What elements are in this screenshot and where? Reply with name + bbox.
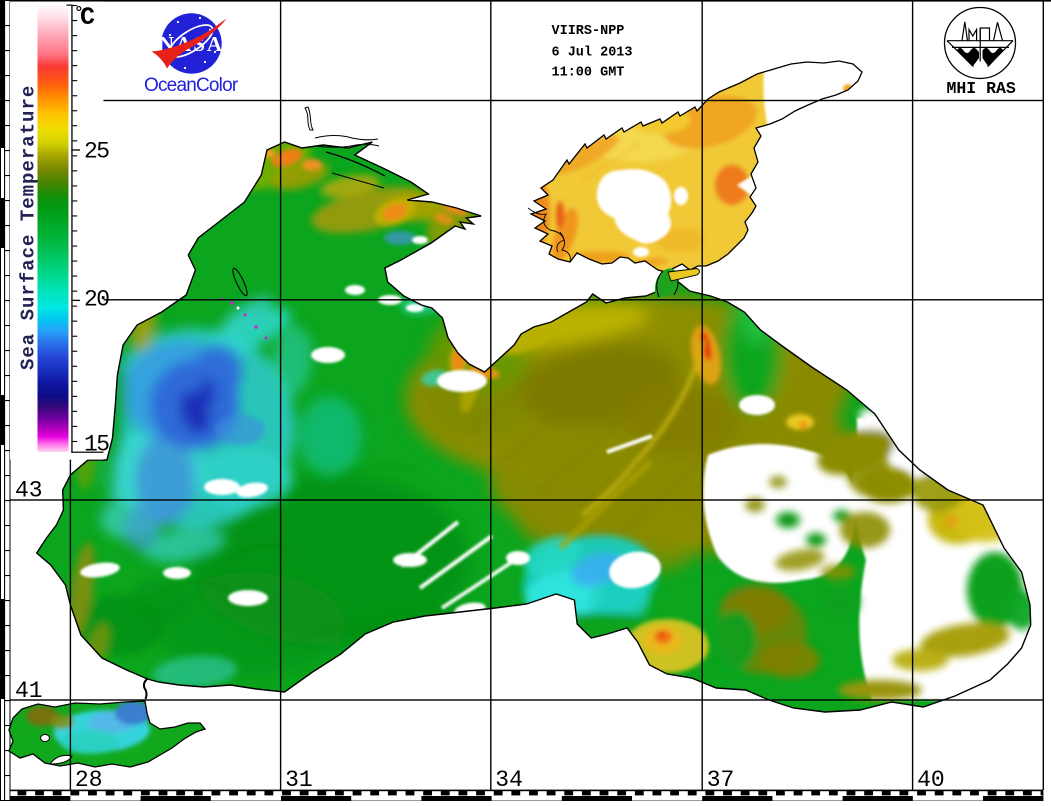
svg-text:VIIRS-NPP: VIIRS-NPP bbox=[552, 24, 625, 39]
svg-text:37: 37 bbox=[707, 767, 735, 793]
svg-text:15: 15 bbox=[84, 432, 109, 458]
svg-text:28: 28 bbox=[75, 767, 103, 793]
svg-text:41: 41 bbox=[15, 678, 43, 704]
svg-text:40: 40 bbox=[917, 767, 945, 793]
svg-text:OceanColor: OceanColor bbox=[144, 75, 239, 96]
svg-text:Sea Surface Temperature: Sea Surface Temperature bbox=[18, 85, 40, 370]
svg-text:C: C bbox=[80, 3, 95, 32]
svg-text:6 Jul 2013: 6 Jul 2013 bbox=[552, 46, 633, 61]
svg-text:43: 43 bbox=[15, 478, 43, 504]
svg-text:20: 20 bbox=[84, 287, 109, 313]
svg-text:34: 34 bbox=[495, 767, 523, 793]
svg-text:°: ° bbox=[74, 4, 84, 22]
svg-text:MHI RAS: MHI RAS bbox=[947, 79, 1016, 98]
svg-text:31: 31 bbox=[285, 767, 313, 793]
svg-text:11:00 GMT: 11:00 GMT bbox=[552, 66, 625, 81]
svg-text:25: 25 bbox=[84, 139, 109, 165]
